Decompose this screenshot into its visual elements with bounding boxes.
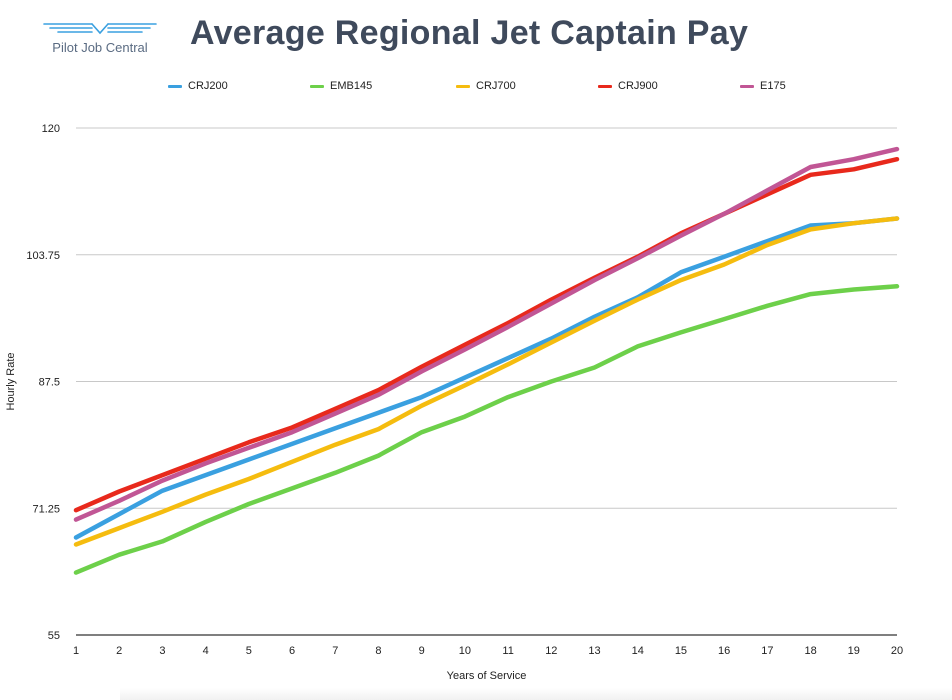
x-tick-label: 15 xyxy=(675,645,687,657)
x-tick-label: 16 xyxy=(718,645,730,657)
x-tick-label: 20 xyxy=(891,645,903,657)
legend: CRJ200 EMB145 CRJ700 CRJ900 E175 xyxy=(0,80,952,100)
x-tick-label: 9 xyxy=(419,645,425,657)
y-tick-label: 103.75 xyxy=(26,250,60,262)
y-tick-label: 55 xyxy=(48,630,60,642)
x-tick-label: 2 xyxy=(116,645,122,657)
series-line-emb145 xyxy=(73,284,900,575)
legend-swatch xyxy=(598,84,612,88)
y-tick-label: 87.5 xyxy=(39,377,60,389)
x-tick-label: 8 xyxy=(375,645,381,657)
legend-swatch xyxy=(456,84,470,88)
legend-label: EMB145 xyxy=(330,80,373,92)
x-tick-label: 5 xyxy=(246,645,252,657)
x-tick-label: 10 xyxy=(459,645,471,657)
x-tick-label: 4 xyxy=(203,645,209,657)
series-line-e175 xyxy=(73,146,900,522)
x-tick-label: 18 xyxy=(804,645,816,657)
series-lines xyxy=(73,146,900,575)
y-tick-label: 120 xyxy=(42,123,60,135)
legend-item-emb145: EMB145 xyxy=(310,80,372,92)
legend-swatch xyxy=(168,84,182,88)
x-tick-label: 12 xyxy=(545,645,557,657)
legend-label: CRJ200 xyxy=(188,80,228,92)
grid xyxy=(76,127,897,636)
y-tick-label: 71.25 xyxy=(32,503,60,515)
legend-label: E175 xyxy=(760,80,786,92)
x-tick-label: 1 xyxy=(73,645,79,657)
y-axis-label: Hourly Rate xyxy=(5,352,17,410)
series-line-crj700 xyxy=(73,216,900,547)
series-line-crj200 xyxy=(73,216,900,540)
x-tick-label: 14 xyxy=(632,645,644,657)
series-line-crj900 xyxy=(73,156,900,513)
header: Pilot Job Central Average Regional Jet C… xyxy=(0,0,952,80)
legend-item-crj900: CRJ900 xyxy=(598,80,658,92)
wings-icon xyxy=(43,23,157,35)
legend-swatch xyxy=(310,84,324,88)
pilot-job-central-logo: Pilot Job Central xyxy=(40,20,160,60)
legend-item-crj200: CRJ200 xyxy=(168,80,228,92)
x-tick-label: 7 xyxy=(332,645,338,657)
logo-text: Pilot Job Central xyxy=(52,40,148,55)
x-tick-label: 6 xyxy=(289,645,295,657)
x-tick-label: 11 xyxy=(502,645,513,657)
legend-label: CRJ900 xyxy=(618,80,658,92)
legend-item-e175: E175 xyxy=(740,80,786,92)
x-axis-label: Years of Service xyxy=(447,670,527,682)
x-tick-label: 13 xyxy=(588,645,600,657)
legend-swatch xyxy=(740,84,754,88)
x-tick-label: 19 xyxy=(848,645,860,657)
legend-item-crj700: CRJ700 xyxy=(456,80,516,92)
bottom-shadow xyxy=(120,688,952,700)
x-tick-label: 17 xyxy=(761,645,773,657)
chart-title: Average Regional Jet Captain Pay xyxy=(190,14,749,52)
x-tick-label: 3 xyxy=(159,645,165,657)
legend-label: CRJ700 xyxy=(476,80,516,92)
